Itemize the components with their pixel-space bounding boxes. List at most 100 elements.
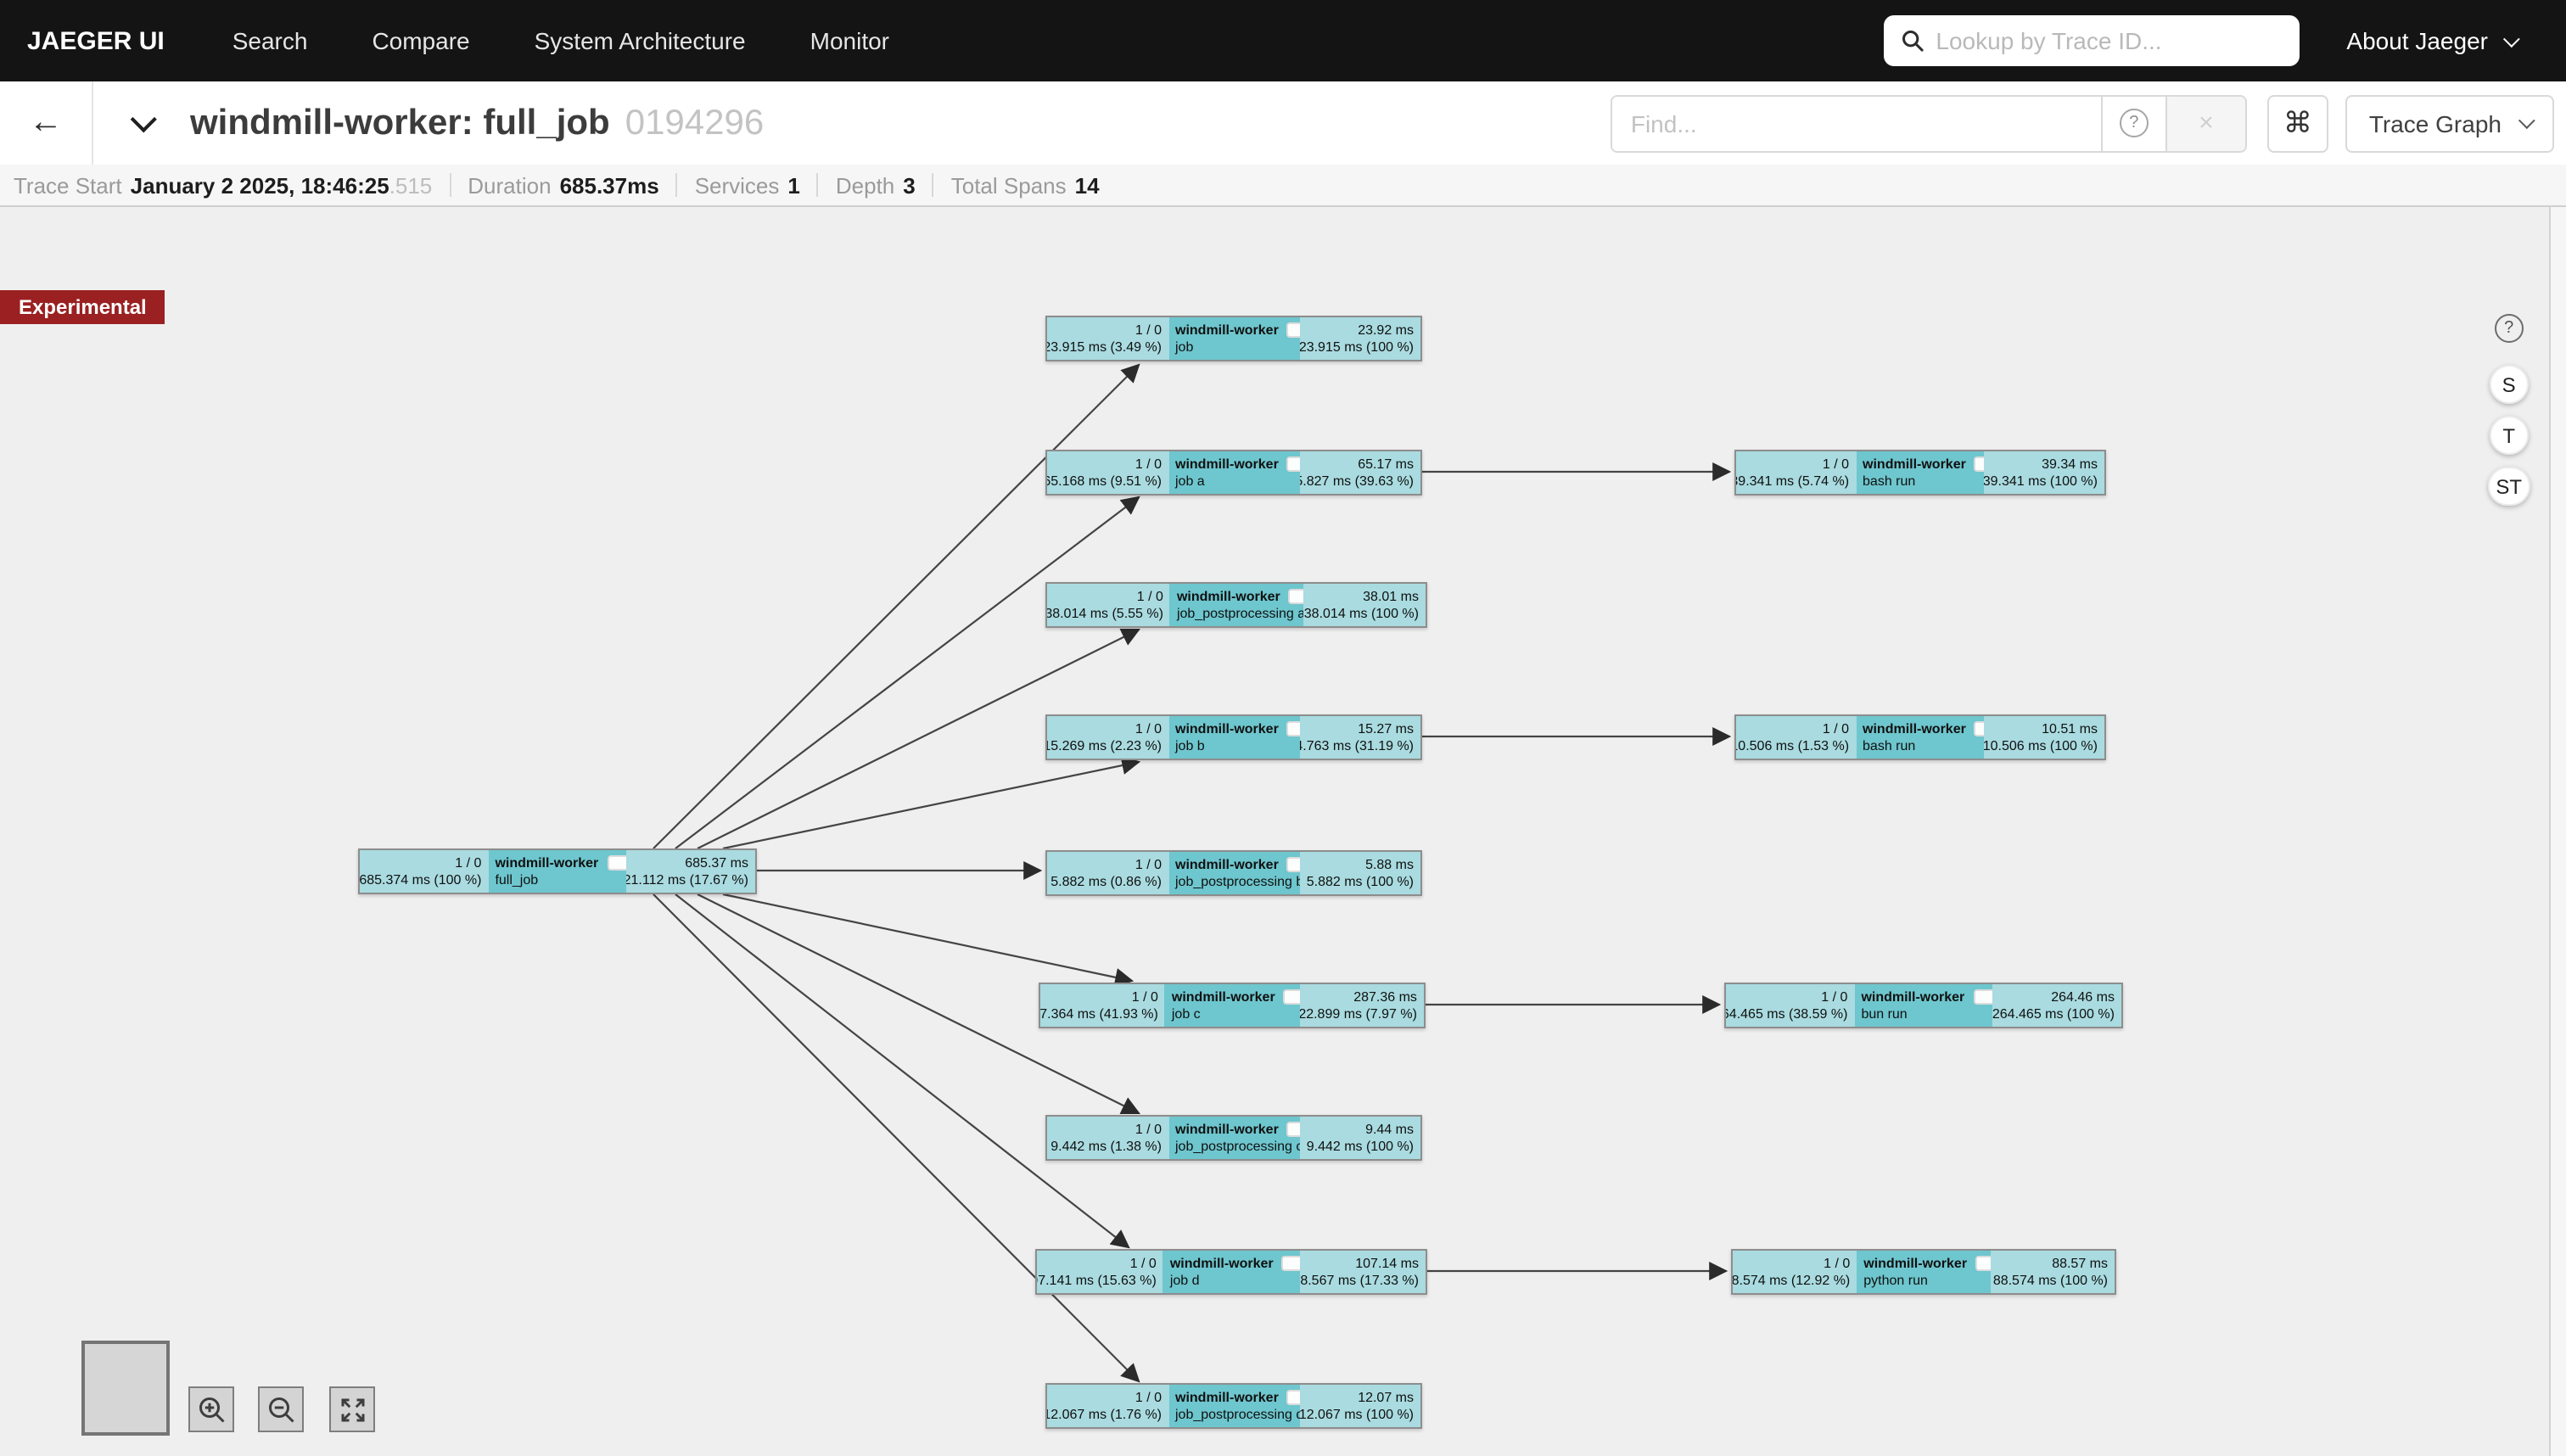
node-total-time: 287.36 ms bbox=[1353, 989, 1417, 1005]
node-self-time: 5.882 ms (100 %) bbox=[1306, 874, 1414, 889]
node-service-name: windmill-worker bbox=[1175, 322, 1279, 338]
node-self-time: 23.915 ms (100 %) bbox=[1299, 339, 1414, 355]
help-icon[interactable]: ? bbox=[2494, 314, 2524, 343]
trace-lookup-box[interactable] bbox=[1883, 15, 2300, 66]
trace-header: ← windmill-worker: full_job 0194296 ? × … bbox=[0, 81, 2566, 165]
span-node-job_postprocessing-c-7[interactable]: 1 / 0 9.442 ms (1.38 %) windmill-worker … bbox=[1045, 1115, 1422, 1161]
navbar-item-search[interactable]: Search bbox=[232, 27, 308, 54]
span-node-job-1[interactable]: 1 / 0 23.915 ms (3.49 %) windmill-worker… bbox=[1045, 316, 1422, 361]
find-input[interactable] bbox=[1611, 96, 2101, 150]
trace-title: windmill-worker: full_job 0194296 bbox=[190, 103, 764, 143]
node-total-time: 264.46 ms bbox=[2051, 989, 2115, 1005]
node-total-time: 23.92 ms bbox=[1358, 322, 1414, 338]
service-color-swatch bbox=[607, 855, 627, 871]
collapse-chevron-icon[interactable] bbox=[130, 106, 157, 133]
meta-item: Trace Start January 2 2025, 18:46:25.515 bbox=[14, 172, 433, 198]
meta-item: Services 1 bbox=[694, 172, 800, 198]
node-subtree-time: 685.374 ms (100 %) bbox=[360, 872, 482, 888]
node-subtree-time: 287.364 ms (41.93 %) bbox=[1040, 1006, 1158, 1022]
node-total-time: 38.01 ms bbox=[1363, 589, 1419, 604]
graph-minimap[interactable] bbox=[81, 1341, 170, 1436]
find-help-segment[interactable]: ? bbox=[2100, 96, 2165, 150]
node-service-name: windmill-worker bbox=[1861, 989, 1965, 1005]
span-node-job-b-4[interactable]: 1 / 0 15.269 ms (2.23 %) windmill-worker… bbox=[1045, 714, 1422, 760]
find-clear-button[interactable]: × bbox=[2165, 96, 2245, 150]
node-operation-name: job b bbox=[1175, 738, 1205, 753]
layout-button-s[interactable]: S bbox=[2489, 365, 2529, 404]
meta-item: Total Spans 14 bbox=[950, 172, 1100, 198]
span-node-job-c-6[interactable]: 1 / 0 287.364 ms (41.93 %) windmill-work… bbox=[1039, 983, 1426, 1028]
about-jaeger-menu[interactable]: About Jaeger bbox=[2346, 27, 2520, 54]
node-self-time: 264.465 ms (100 %) bbox=[1992, 1006, 2115, 1022]
node-total-time: 5.88 ms bbox=[1365, 857, 1414, 872]
node-service-name: windmill-worker bbox=[495, 855, 599, 871]
meta-separator bbox=[932, 173, 934, 197]
node-service-name: windmill-worker bbox=[1175, 721, 1279, 736]
meta-item: Depth 3 bbox=[835, 172, 916, 198]
fit-view-button[interactable] bbox=[329, 1386, 375, 1432]
zoom-in-button[interactable] bbox=[188, 1386, 234, 1432]
navbar-item-compare[interactable]: Compare bbox=[372, 27, 470, 54]
node-operation-name: job_postprocessing c bbox=[1175, 1139, 1299, 1154]
node-span-count: 1 / 0 bbox=[455, 855, 482, 871]
zoom-out-button[interactable] bbox=[258, 1386, 304, 1432]
node-span-count: 1 / 0 bbox=[1822, 456, 1850, 472]
layout-button-t[interactable]: T bbox=[2489, 416, 2529, 455]
zoom-out-icon bbox=[268, 1397, 294, 1422]
meta-separator bbox=[449, 173, 451, 197]
trace-meta-bar: Trace Start January 2 2025, 18:46:25.515 D… bbox=[0, 165, 2566, 207]
node-span-count: 1 / 0 bbox=[1135, 1390, 1162, 1405]
service-color-swatch bbox=[1288, 589, 1303, 604]
lookup-input[interactable] bbox=[1936, 27, 2283, 54]
span-node-job_postprocessing-b-5[interactable]: 1 / 0 5.882 ms (0.86 %) windmill-worker … bbox=[1045, 850, 1422, 896]
trace-id: 0194296 bbox=[625, 103, 765, 142]
node-subtree-time: 12.067 ms (1.76 %) bbox=[1047, 1407, 1162, 1422]
node-span-count: 1 / 0 bbox=[1821, 989, 1848, 1005]
node-span-count: 1 / 0 bbox=[1135, 322, 1162, 338]
node-total-time: 15.27 ms bbox=[1358, 721, 1414, 736]
span-node-bash-run-11[interactable]: 1 / 0 10.506 ms (1.53 %) windmill-worker… bbox=[1734, 714, 2106, 760]
node-operation-name: job_postprocessing a bbox=[1176, 606, 1303, 621]
service-color-swatch bbox=[1974, 456, 1985, 472]
service-color-swatch bbox=[1283, 989, 1300, 1005]
node-self-time: 9.442 ms (100 %) bbox=[1306, 1139, 1414, 1154]
span-node-job-a-2[interactable]: 1 / 0 65.168 ms (9.51 %) windmill-worker… bbox=[1045, 450, 1422, 496]
node-span-count: 1 / 0 bbox=[1136, 589, 1163, 604]
node-span-count: 1 / 0 bbox=[1129, 1256, 1157, 1271]
node-span-count: 1 / 0 bbox=[1135, 456, 1162, 472]
span-node-python-run-13[interactable]: 1 / 0 88.574 ms (12.92 %) windmill-worke… bbox=[1731, 1249, 2116, 1295]
node-operation-name: bash run bbox=[1863, 738, 1916, 753]
service-color-swatch bbox=[1286, 322, 1299, 338]
search-icon bbox=[1902, 30, 1924, 52]
node-operation-name: python run bbox=[1863, 1273, 1928, 1288]
trace-graph-canvas[interactable]: Experimental 1 / 0 685.374 ms (100 %) wi… bbox=[0, 207, 2566, 1456]
command-icon: ⌘ bbox=[2283, 106, 2312, 138]
node-span-count: 1 / 0 bbox=[1135, 857, 1162, 872]
layout-button-st[interactable]: ST bbox=[2487, 467, 2530, 506]
span-node-job_postprocessing-d-9[interactable]: 1 / 0 12.067 ms (1.76 %) windmill-worker… bbox=[1045, 1383, 1422, 1429]
node-operation-name: job bbox=[1175, 339, 1194, 355]
service-color-swatch bbox=[1974, 721, 1985, 736]
meta-separator bbox=[675, 173, 678, 197]
node-service-name: windmill-worker bbox=[1175, 857, 1279, 872]
navbar-item-monitor[interactable]: Monitor bbox=[810, 27, 889, 54]
back-button[interactable]: ← bbox=[0, 81, 93, 165]
keyboard-shortcuts-button[interactable]: ⌘ bbox=[2266, 94, 2328, 152]
span-node-bun-run-12[interactable]: 1 / 0 264.465 ms (38.59 %) windmill-work… bbox=[1724, 983, 2123, 1028]
brand-jaeger-ui[interactable]: JAEGER UI bbox=[27, 26, 165, 55]
span-node-job_postprocessing-a-3[interactable]: 1 / 0 38.014 ms (5.55 %) windmill-worker… bbox=[1045, 582, 1427, 628]
node-total-time: 88.57 ms bbox=[2052, 1256, 2108, 1271]
span-node-bash-run-10[interactable]: 1 / 0 39.341 ms (5.74 %) windmill-worker… bbox=[1734, 450, 2106, 496]
service-color-swatch bbox=[1286, 1122, 1299, 1137]
meta-separator bbox=[816, 173, 819, 197]
help-icon: ? bbox=[2119, 109, 2149, 137]
node-subtree-time: 10.506 ms (1.53 %) bbox=[1736, 738, 1850, 753]
span-node-full_job-0[interactable]: 1 / 0 685.374 ms (100 %) windmill-worker… bbox=[358, 848, 757, 894]
top-navbar: JAEGER UI Search Compare System Architectu… bbox=[0, 0, 2566, 81]
node-span-count: 1 / 0 bbox=[1822, 721, 1850, 736]
meta-item: Duration 685.37ms bbox=[468, 172, 659, 198]
view-selector-button[interactable]: Trace Graph bbox=[2345, 94, 2554, 152]
navbar-item-system-architecture[interactable]: System Architecture bbox=[534, 27, 746, 54]
node-operation-name: job c bbox=[1171, 1006, 1201, 1022]
span-node-job-d-8[interactable]: 1 / 0 107.141 ms (15.63 %) windmill-work… bbox=[1035, 1249, 1427, 1295]
